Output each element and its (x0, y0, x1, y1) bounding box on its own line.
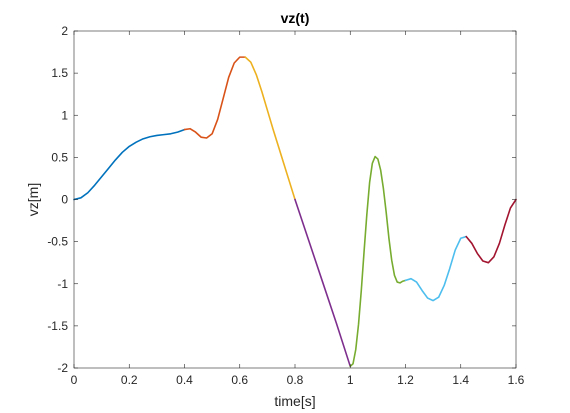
y-tick-label: 2 (61, 24, 68, 38)
series-line-2 (183, 56, 247, 139)
x-tick-label: 0 (71, 373, 78, 387)
x-tick-label: 1 (347, 373, 354, 387)
y-axis: -2 -1.5 -1 -0.5 0 0.5 1 1.5 2 (47, 24, 516, 375)
x-tick-label: 0.6 (231, 373, 248, 387)
chart-title: vz(t) (281, 10, 310, 26)
y-tick-label: 0.5 (51, 150, 68, 164)
x-tick-label: 1.4 (452, 373, 469, 387)
series-line-5 (349, 155, 407, 368)
y-tick-label: 1.5 (51, 66, 68, 80)
series-line-7 (465, 198, 517, 264)
series-line-3 (244, 56, 296, 201)
x-tick-label: 1.6 (508, 373, 525, 387)
series-line-6 (404, 235, 468, 302)
y-axis-label: vz[m] (25, 183, 41, 216)
x-axis-label: time[s] (274, 393, 315, 409)
series-line-1 (73, 128, 186, 201)
y-tick-label: -1.5 (47, 319, 68, 333)
x-tick-label: 0.4 (176, 373, 193, 387)
y-tick-label: -2 (57, 361, 68, 375)
x-tick-label: 0.2 (121, 373, 138, 387)
y-tick-label: 0 (61, 193, 68, 207)
y-tick-label: 1 (61, 108, 68, 122)
x-tick-label: 0.8 (287, 373, 304, 387)
x-tick-label: 1.2 (397, 373, 414, 387)
series-layer (73, 56, 517, 368)
x-axis: 0 0.2 0.4 0.6 0.8 1 1.2 1.4 1.6 (71, 31, 525, 387)
y-tick-label: -0.5 (47, 235, 68, 249)
series-line-4 (294, 198, 352, 368)
y-tick-label: -1 (57, 277, 68, 291)
